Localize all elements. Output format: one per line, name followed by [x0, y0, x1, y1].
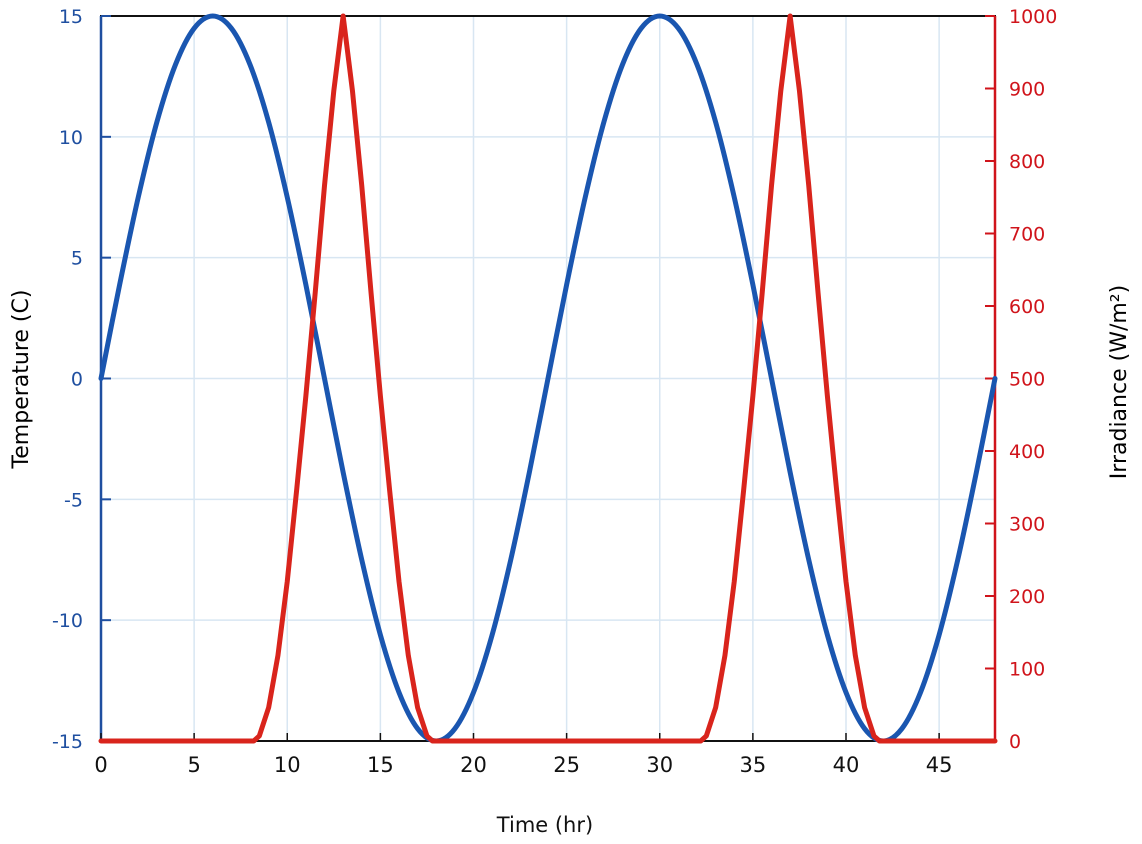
- left-y-axis-label: Temperature (C): [9, 290, 34, 470]
- x-axis-tick-label: 30: [646, 753, 673, 777]
- right-axis-tick-label: 1000: [1009, 6, 1057, 28]
- x-axis-tick-label: 5: [187, 753, 200, 777]
- temperature-series-line: [98, 13, 998, 744]
- x-axis-tick-label: 15: [367, 753, 394, 777]
- right-axis-tick-label: 500: [1009, 369, 1045, 391]
- x-axis-tick-label: 40: [833, 753, 860, 777]
- x-axis-tick-label: 45: [926, 753, 953, 777]
- right-axis-tick-label: 300: [1009, 514, 1045, 536]
- left-axis-tick-label: 15: [59, 6, 83, 28]
- left-axis: -15 -10 -5 0 5 10 15: [52, 6, 111, 753]
- right-axis-tick-label: 100: [1009, 659, 1045, 681]
- right-axis-tick-label: 400: [1009, 441, 1045, 463]
- grid-layer: [101, 16, 995, 741]
- x-axis-tick-label: 25: [553, 753, 580, 777]
- right-axis-tick-label: 800: [1009, 151, 1045, 173]
- x-axis-tick-label: 35: [740, 753, 767, 777]
- irradiance-series-line: [98, 13, 998, 744]
- left-axis-tick-label: -15: [52, 731, 83, 753]
- left-axis-tick-label: 5: [71, 248, 83, 270]
- x-axis-tick-label: 0: [94, 753, 107, 777]
- x-axis-tick-label: 20: [460, 753, 487, 777]
- right-axis-tick-label: 700: [1009, 224, 1045, 246]
- right-axis-tick-label: 600: [1009, 296, 1045, 318]
- right-axis-tick-label: 0: [1009, 731, 1021, 753]
- x-axis-tick-label: 10: [274, 753, 301, 777]
- left-axis-tick-label: 0: [71, 369, 83, 391]
- right-axis-tick-label: 900: [1009, 79, 1045, 101]
- right-y-axis-label: Irradiance (W/m²): [1107, 285, 1132, 479]
- series-layer: [98, 13, 998, 744]
- x-axis: 0 5 10 15 20 25 30 35 40 45: [94, 733, 952, 777]
- right-axis-tick-label: 200: [1009, 586, 1045, 608]
- left-axis-tick-label: -5: [64, 489, 83, 511]
- right-axis: 0 100 200 300 400 500 600 700 800 900 1000: [985, 6, 1057, 753]
- x-axis-label: Time (hr): [496, 813, 593, 837]
- left-axis-tick-label: 10: [59, 127, 83, 149]
- left-axis-tick-label: -10: [52, 610, 83, 632]
